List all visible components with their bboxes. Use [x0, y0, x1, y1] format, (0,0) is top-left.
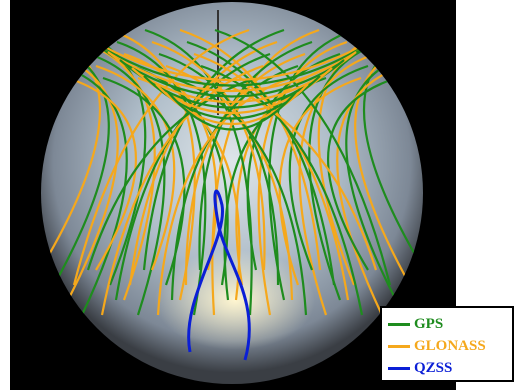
legend-swatch [388, 367, 410, 370]
legend-item: QZSS [388, 357, 506, 379]
legend-label: GPS [414, 316, 443, 333]
legend-label: GLONASS [414, 338, 486, 355]
legend-swatch [388, 345, 410, 348]
legend: GPS GLONASS QZSS [380, 306, 514, 382]
legend-item: GPS [388, 313, 506, 335]
legend-label: QZSS [414, 360, 452, 377]
legend-item: GLONASS [388, 335, 506, 357]
legend-swatch [388, 323, 410, 326]
sky-plot-figure: GPS GLONASS QZSS [0, 0, 524, 390]
